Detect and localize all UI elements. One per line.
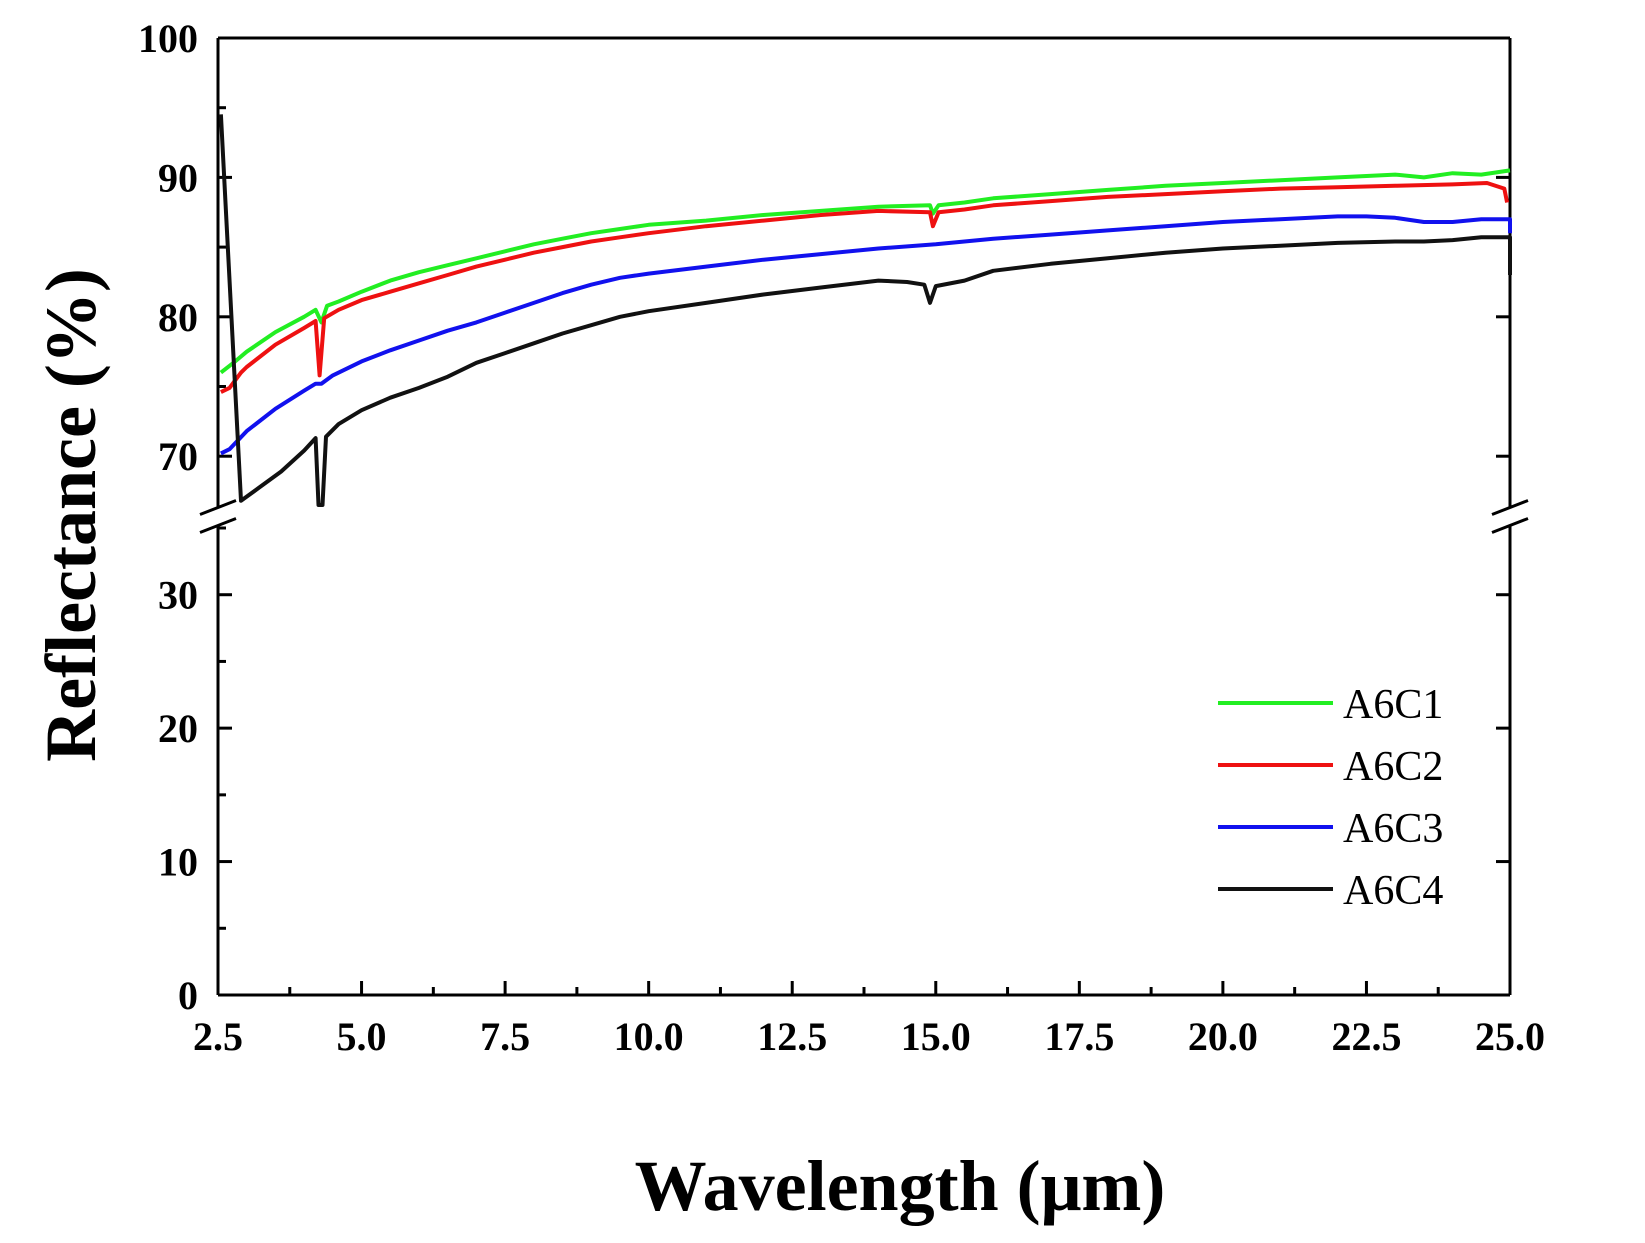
axis-break-mark bbox=[1491, 499, 1529, 516]
x-tick-label: 2.5 bbox=[193, 1014, 243, 1059]
x-tick-label: 12.5 bbox=[757, 1014, 827, 1059]
legend-label-a6c2: A6C2 bbox=[1343, 744, 1443, 790]
x-tick-label: 7.5 bbox=[480, 1014, 530, 1059]
x-tick-label: 15.0 bbox=[901, 1014, 971, 1059]
series-a6c4-line bbox=[218, 114, 1512, 507]
legend-label-a6c1: A6C1 bbox=[1343, 682, 1443, 728]
y-tick-label: 70 bbox=[158, 434, 198, 479]
axis-break-mark bbox=[199, 499, 237, 516]
x-tick-label: 5.0 bbox=[337, 1014, 387, 1059]
y-tick-label: 90 bbox=[158, 155, 198, 200]
legend-label-a6c3: A6C3 bbox=[1343, 806, 1443, 852]
legend: A6C1 A6C2 A6C3 A6C4 bbox=[1218, 682, 1443, 914]
series-a6c1-line bbox=[219, 168, 1511, 375]
y-tick-label: 10 bbox=[158, 840, 198, 885]
y-tick-label: 0 bbox=[178, 973, 198, 1018]
x-tick-label: 20.0 bbox=[1188, 1014, 1258, 1059]
series-a6c2-line bbox=[220, 181, 1510, 394]
axis-break-mark bbox=[1491, 517, 1529, 534]
y-tick-label: 80 bbox=[158, 295, 198, 340]
y-tick-label: 20 bbox=[158, 706, 198, 751]
y-axis-title: Reflectance (%) bbox=[31, 268, 111, 762]
y-tick-label: 30 bbox=[158, 573, 198, 618]
x-tick-label: 17.5 bbox=[1044, 1014, 1114, 1059]
x-tick-label: 10.0 bbox=[614, 1014, 684, 1059]
series-group bbox=[218, 114, 1512, 507]
series-a6c3-line bbox=[220, 214, 1512, 456]
x-tick-label: 22.5 bbox=[1331, 1014, 1401, 1059]
x-axis-title: Wavelength (μm) bbox=[635, 1146, 1166, 1226]
axes: 2.5 5.0 7.5 10.0 12.5 15.0 17.5 20.0 22.5 25.0 0 10… bbox=[138, 16, 1545, 1059]
legend-label-a6c4: A6C4 bbox=[1343, 868, 1443, 914]
axis-break-mark bbox=[199, 517, 237, 534]
y-tick-label: 100 bbox=[138, 16, 198, 61]
x-tick-label: 25.0 bbox=[1475, 1014, 1545, 1059]
